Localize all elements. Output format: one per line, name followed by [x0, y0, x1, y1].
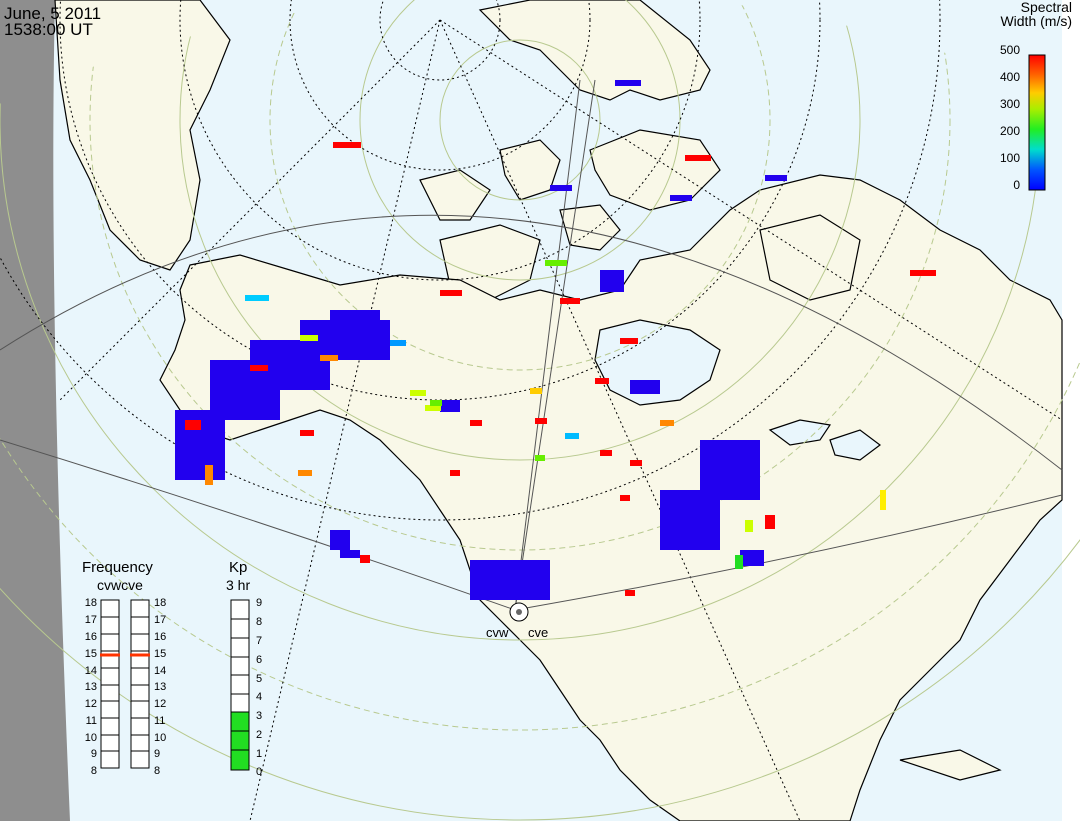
svg-text:11: 11	[86, 715, 97, 727]
svg-text:6: 6	[256, 654, 262, 666]
right-edge	[1062, 0, 1080, 821]
date-label: June, 5 2011	[4, 4, 102, 23]
freq-ticks-right: 18 17 16 15 14 13 12 11 10 9 8	[154, 597, 166, 777]
kp-subtitle: 3 hr	[226, 577, 251, 593]
colorbar-ticks: 500 400 300 200 100 0	[1000, 43, 1020, 192]
svg-text:12: 12	[85, 698, 97, 710]
kp-panel	[230, 599, 250, 771]
svg-text:12: 12	[154, 698, 166, 710]
svg-text:13: 13	[85, 681, 97, 693]
svg-text:8: 8	[154, 765, 160, 777]
frequency-radars: cvwcve	[97, 577, 143, 593]
svg-text:18: 18	[154, 597, 166, 609]
colorbar-title-line2: Width (m/s)	[1000, 13, 1072, 29]
cb-tick: 500	[1000, 43, 1020, 57]
svg-text:0: 0	[256, 766, 262, 778]
svg-text:11: 11	[154, 715, 165, 727]
svg-text:4: 4	[256, 691, 262, 703]
spectral-width-colorbar	[1028, 54, 1046, 191]
kp-title: Kp	[229, 559, 248, 576]
svg-text:1: 1	[256, 748, 262, 760]
svg-text:17: 17	[154, 614, 166, 626]
svg-text:8: 8	[256, 616, 262, 628]
freq-ticks-left: 18 17 16 15 14 13 12 11 10 9 8	[85, 597, 97, 777]
svg-text:10: 10	[154, 732, 166, 744]
svg-text:8: 8	[91, 765, 97, 777]
svg-text:14: 14	[85, 665, 97, 677]
cb-tick: 100	[1000, 151, 1020, 165]
svg-text:14: 14	[154, 665, 166, 677]
cb-tick: 0	[1013, 178, 1020, 192]
svg-text:9: 9	[154, 748, 160, 760]
radar-label-cve: cve	[528, 625, 548, 640]
radar-label-cvw: cvw	[486, 625, 509, 640]
cb-tick: 400	[1000, 70, 1020, 84]
svg-text:16: 16	[154, 631, 166, 643]
radar-echoes	[175, 80, 787, 600]
svg-text:15: 15	[154, 648, 166, 660]
svg-text:9: 9	[91, 748, 97, 760]
svg-text:5: 5	[256, 673, 262, 685]
map-timestamp: June, 5 2011 1538:00 UT	[4, 4, 102, 39]
radar-fov	[0, 79, 1063, 611]
svg-text:18: 18	[85, 597, 97, 609]
svg-text:15: 15	[85, 648, 97, 660]
svg-text:16: 16	[85, 631, 97, 643]
svg-text:7: 7	[256, 635, 262, 647]
colorbar-title-line1: Spectral	[1020, 0, 1072, 15]
radar-echoes-high	[185, 142, 936, 596]
svg-text:9: 9	[256, 597, 262, 609]
svg-text:13: 13	[154, 681, 166, 693]
cb-tick: 300	[1000, 97, 1020, 111]
cb-tick: 200	[1000, 124, 1020, 138]
radar-site	[509, 602, 529, 622]
kp-ticks: 9 8 7 6 5 4 3 2 1 0	[256, 597, 262, 778]
time-label: 1538:00 UT	[4, 20, 93, 39]
svg-text:2: 2	[256, 729, 262, 741]
svg-text:3: 3	[256, 710, 262, 722]
colorbar-title: Spectral Width (m/s)	[1000, 0, 1072, 28]
ocean-edge-left	[0, 0, 70, 821]
svg-text:10: 10	[85, 732, 97, 744]
frequency-panel	[100, 599, 150, 769]
kp-fill	[230, 711, 250, 771]
svg-text:17: 17	[85, 614, 97, 626]
frequency-title: Frequency	[82, 559, 153, 576]
